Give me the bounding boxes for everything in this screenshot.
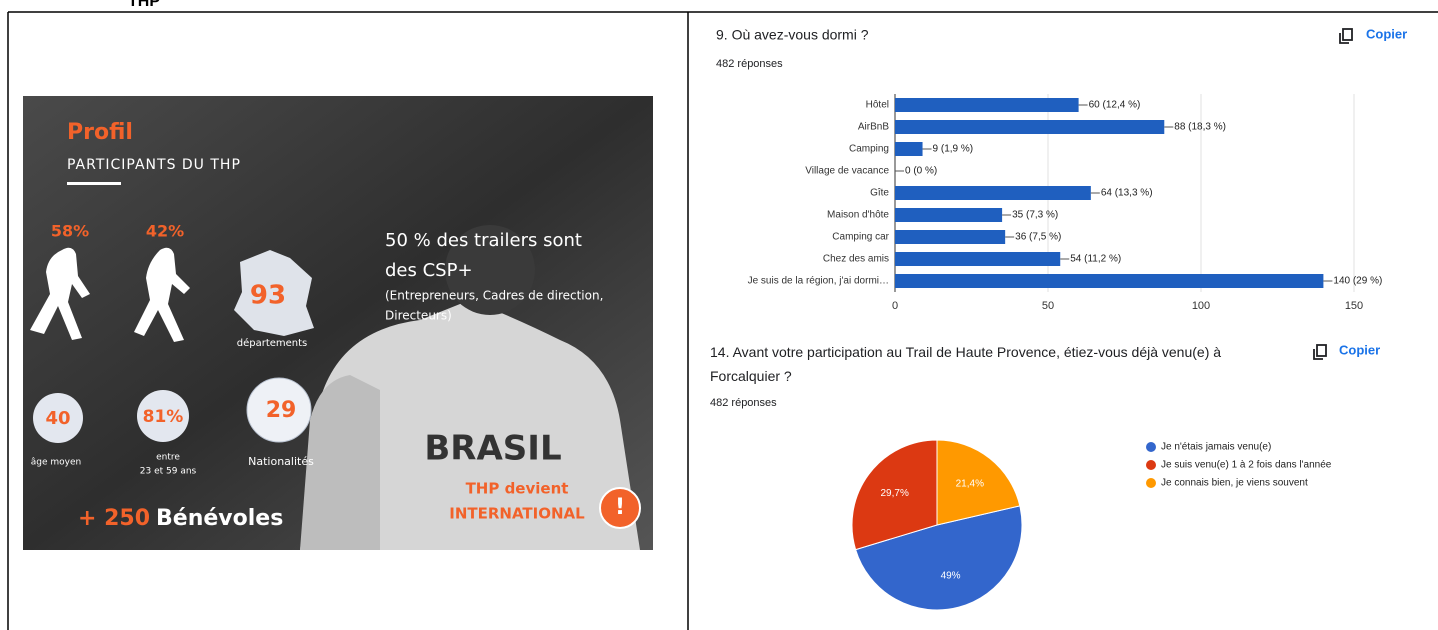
bar (895, 274, 1323, 288)
legend-marker (1146, 460, 1156, 470)
canvas: THP Profil PARTICIPANTS DU THP 58% 42% 9… (0, 0, 1438, 630)
chart-title: 9. Où avez-vous dormi ? (716, 27, 869, 43)
csp-text: 50 % des trailers sont (385, 230, 582, 251)
copy-icon[interactable] (1340, 29, 1352, 43)
y-tick-label: Chez des amis (823, 254, 889, 265)
csp-detail: (Entrepreneurs, Cadres de direction, (385, 289, 603, 303)
bar (895, 98, 1079, 112)
nationalities-count: 29 (266, 398, 297, 423)
info-title: Profil (67, 120, 133, 145)
legend-label: Je n'étais jamais venu(e) (1161, 442, 1271, 453)
bar (895, 252, 1060, 266)
y-tick-label: Gîte (870, 188, 889, 199)
x-tick-label: 100 (1192, 300, 1210, 312)
international-text: INTERNATIONAL (449, 505, 585, 523)
slice-label: 49% (941, 571, 961, 582)
age-range-label: 23 et 59 ans (140, 467, 197, 477)
copy-button[interactable]: Copier (1339, 342, 1380, 357)
value-label: 140 (29 %) (1333, 276, 1382, 287)
bar (895, 120, 1164, 134)
women-pct: 58% (51, 222, 89, 241)
chart-subtitle: 482 réponses (710, 397, 777, 409)
departments-label: départements (237, 337, 308, 349)
value-label: 35 (7,3 %) (1012, 210, 1058, 221)
csp-detail: Directeurs) (385, 309, 452, 323)
value-label: 0 (0 %) (905, 166, 937, 177)
copy-button[interactable]: Copier (1366, 26, 1407, 41)
value-label: 60 (12,4 %) (1089, 100, 1141, 111)
volunteers-count: + 250 (78, 506, 150, 531)
shirt-text: BRASIL (424, 429, 561, 469)
slice-label: 21,4% (956, 478, 984, 489)
y-tick-label: Hôtel (866, 100, 889, 111)
age-range-pct: 81% (143, 407, 184, 427)
y-tick-label: Maison d'hôte (827, 210, 889, 221)
value-label: 64 (13,3 %) (1101, 188, 1153, 199)
volunteers-label: Bénévoles (156, 506, 283, 531)
slice-label: 29,7% (881, 488, 909, 499)
x-tick-label: 50 (1042, 300, 1054, 312)
men-pct: 42% (146, 222, 184, 241)
departments-count: 93 (250, 281, 286, 311)
header-title: THP (128, 0, 160, 10)
bar (895, 230, 1005, 244)
value-label: 9 (1,9 %) (933, 144, 974, 155)
bar (895, 142, 923, 156)
y-tick-label: Village de vacance (805, 166, 889, 177)
age: 40 (45, 408, 70, 429)
underline (67, 182, 121, 185)
chart-title: 14. Avant votre participation au Trail d… (710, 340, 1280, 388)
y-tick-label: Camping car (832, 232, 889, 243)
csp-text: des CSP+ (385, 260, 473, 281)
y-tick-label: Je suis de la région, j'ai dormi… (748, 276, 889, 287)
copy-icon[interactable] (1314, 345, 1326, 359)
age-range-label: entre (156, 453, 180, 463)
y-tick-label: Camping (849, 144, 889, 155)
chart-subtitle: 482 réponses (716, 58, 783, 70)
legend-marker (1146, 478, 1156, 488)
bar (895, 186, 1091, 200)
info-subtitle: PARTICIPANTS DU THP (67, 157, 241, 173)
page: THP Profil PARTICIPANTS DU THP 58% 42% 9… (0, 0, 1438, 630)
age-label: âge moyen (31, 458, 81, 468)
bar (895, 208, 1002, 222)
international-text: THP devient (466, 480, 569, 498)
alert-text: ! (615, 495, 625, 520)
legend-label: Je connais bien, je viens souvent (1161, 478, 1308, 489)
x-tick-label: 0 (892, 300, 898, 312)
legend-marker (1146, 442, 1156, 452)
value-label: 54 (11,2 %) (1070, 254, 1121, 265)
legend-label: Je suis venu(e) 1 à 2 fois dans l'année (1161, 460, 1332, 471)
value-label: 36 (7,5 %) (1015, 232, 1061, 243)
y-tick-label: AirBnB (858, 122, 889, 133)
nationalities-label: Nationalités (248, 455, 314, 468)
x-tick-label: 150 (1345, 300, 1363, 312)
value-label: 88 (18,3 %) (1174, 122, 1226, 133)
infographic: Profil PARTICIPANTS DU THP 58% 42% 93 dé… (23, 96, 653, 550)
